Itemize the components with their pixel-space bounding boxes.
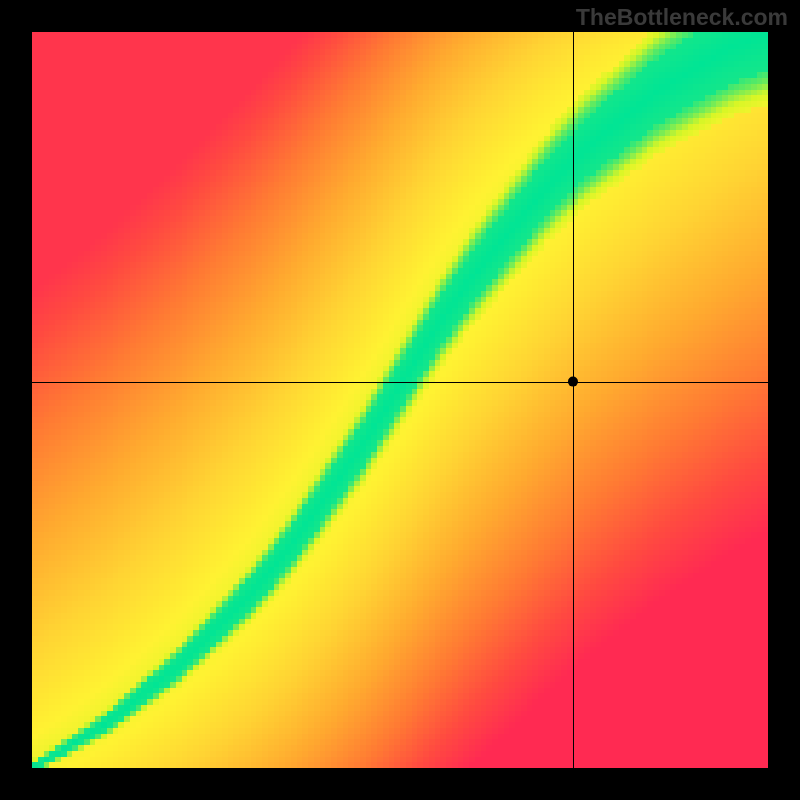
bottleneck-heatmap (0, 0, 800, 800)
attribution-text: TheBottleneck.com (576, 4, 788, 31)
